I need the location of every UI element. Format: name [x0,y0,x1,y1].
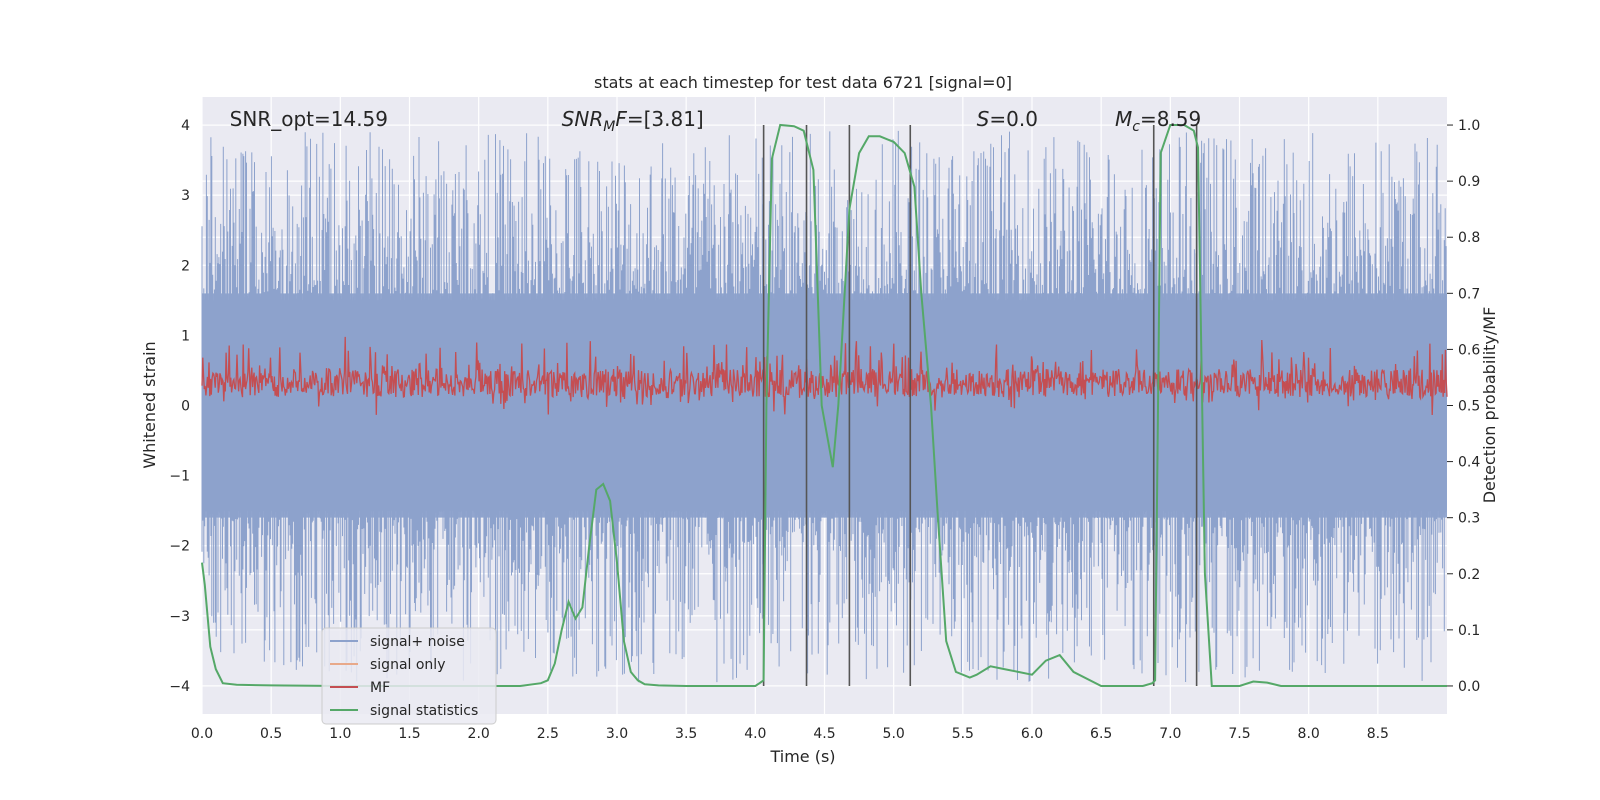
y-left-tick-label: 1 [181,328,190,344]
x-tick-label: 5.5 [952,726,974,742]
x-tick-label: 0.0 [191,726,213,742]
x-tick-label: 0.5 [260,726,282,742]
legend-label: signal+ noise [370,634,465,650]
y-right-tick-label: 1.0 [1458,118,1480,134]
y-left-tick-label: 3 [181,188,190,204]
signal-statistics-series [201,123,1447,687]
y-right-tick-label: 0.5 [1458,399,1480,415]
y-right-tick-label: 0.8 [1458,230,1480,246]
vertical-markers [762,125,1198,686]
legend-label: MF [370,680,390,696]
annotation-text: S=0.0 [977,107,1038,131]
y-axis-right-label: Detection probability/MF [1480,307,1499,504]
annotation-text: Mc=8.59 [1115,107,1201,135]
mf-line [201,336,1448,416]
x-tick-label: 4.0 [744,726,766,742]
x-tick-label: 7.5 [1228,726,1250,742]
y-left-tick-label: 0 [181,399,190,415]
y-left-tick-label: −3 [169,609,190,625]
legend-box [321,627,497,725]
x-tick-label: 1.0 [329,726,351,742]
y-right-tick-label: 0.6 [1458,342,1480,358]
x-tick-label: 8.5 [1367,726,1389,742]
x-tick-label: 2.0 [468,726,490,742]
x-tick-label: 1.5 [398,726,420,742]
x-tick-label: 3.0 [606,726,628,742]
legend-label: signal only [370,657,445,673]
x-tick-label: 7.0 [1159,726,1181,742]
y-left-tick-label: 2 [181,258,190,274]
signal-statistics-line [201,123,1447,687]
x-tick-label: 2.5 [537,726,559,742]
y-left-tick-label: −4 [169,679,190,695]
x-tick-label: 6.5 [1090,726,1112,742]
x-tick-label: 8.0 [1298,726,1320,742]
chart-title: stats at each timestep for test data 672… [594,73,1012,92]
x-tick-label: 6.0 [1021,726,1043,742]
annotation-text: SNRMF=[3.81] [562,107,704,135]
x-tick-label: 4.5 [813,726,835,742]
legend-label: signal statistics [370,703,478,719]
x-axis-label: Time (s) [769,747,835,766]
y-left-tick-label: −1 [169,469,190,485]
legend: signal+ noise signal only MF signal statist… [321,627,497,725]
annotation-text: SNR_opt=14.59 [230,107,388,131]
annotations: SNR_opt=14.59 SNRMF=[3.81] S=0.0 Mc=8.59 [230,107,1202,135]
y-axis-right-ticks: 0.0 0.1 0.2 0.3 0.4 0.5 0.6 0.7 0.8 0.9 1.0 [1447,118,1480,695]
x-axis-ticks: 0.0 0.5 1.0 1.5 2.0 2.5 3.0 3.5 4.0 4.5 5.0 5.5 6.0 6… [191,726,1389,742]
y-right-tick-label: 0.4 [1458,455,1480,471]
mf-series [201,336,1448,416]
y-right-tick-label: 0.9 [1458,174,1480,190]
y-left-tick-label: 4 [181,118,190,134]
signal-noise-series [201,130,1447,683]
y-left-tick-label: −2 [169,539,190,555]
x-tick-label: 5.0 [883,726,905,742]
y-right-tick-label: 0.7 [1458,286,1480,302]
y-axis-left-label: Whitened strain [140,341,159,468]
y-right-tick-label: 0.2 [1458,567,1480,583]
x-tick-label: 3.5 [675,726,697,742]
y-right-tick-label: 0.1 [1458,623,1480,639]
y-axis-left-ticks: −4 −3 −2 −1 0 1 2 3 4 [169,118,190,695]
y-right-tick-label: 0.3 [1458,511,1480,527]
y-right-tick-label: 0.0 [1458,679,1480,695]
